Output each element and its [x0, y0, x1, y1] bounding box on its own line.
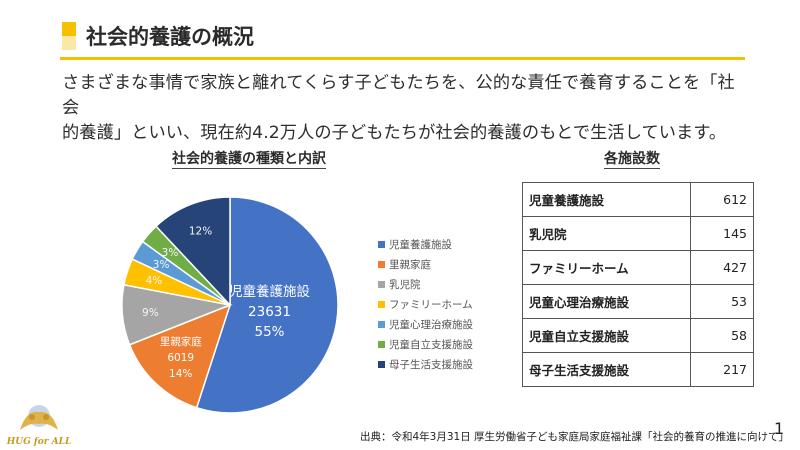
- facility-name: 母子生活支援施設: [522, 352, 691, 387]
- facility-count: 145: [690, 216, 754, 251]
- facility-name: 児童自立支援施設: [522, 318, 691, 353]
- pie-slice-2-label: 14%: [169, 368, 192, 380]
- legend-item-3: 乳児院: [378, 274, 473, 294]
- legend-item-7: 母子生活支援施設: [378, 354, 473, 374]
- legend-swatch: [378, 360, 385, 368]
- legend-label: 乳児院: [389, 278, 421, 291]
- pie-slice-6-label: 3%: [162, 247, 179, 259]
- legend-label: 児童心理治療施設: [389, 318, 473, 331]
- intro-text: さまざまな事情で家族と離れてくらす子どもたちを、公的な責任で養育することを「社会…: [62, 71, 752, 146]
- legend-swatch: [378, 240, 385, 248]
- page-number: 1: [774, 419, 785, 438]
- legend-label: 児童養護施設: [389, 238, 452, 251]
- pie-slice-2: [128, 303, 232, 409]
- pie-slice-2-label: 6019: [167, 352, 194, 364]
- legend-label: ファミリーホーム: [389, 298, 473, 311]
- svg-text:HUG for ALL: HUG for ALL: [6, 437, 72, 447]
- legend-label: 母子生活支援施設: [389, 358, 473, 371]
- legend-item-1: 児童養護施設: [378, 234, 473, 254]
- pie-slice-1-label: 児童養護施設: [229, 283, 310, 300]
- pie-slice-7-label: 12%: [189, 225, 212, 237]
- legend-item-6: 児童自立支援施設: [378, 334, 473, 354]
- facility-name: 児童養護施設: [522, 182, 691, 217]
- pie-legend: 児童養護施設 里親家庭乳児院ファミリーホーム 児童心理治療施設 児童自立支援施設 母子生…: [378, 234, 473, 374]
- title-divider: [60, 57, 745, 60]
- pie-slice-1: [195, 196, 339, 414]
- table-row: 児童自立支援施設 58: [522, 318, 754, 353]
- hug-for-all-logo: HUG for ALL: [6, 405, 72, 447]
- legend-item-5: 児童心理治療施設: [378, 314, 473, 334]
- legend-label: 里親家庭: [389, 258, 431, 271]
- pie-chart: 児童養護施設 23631 55% 里親家庭 6019 14% 9% 4% 3%3% 12%: [121, 196, 339, 414]
- facility-count: 58: [690, 318, 754, 353]
- pie-slice-7: [155, 196, 231, 307]
- intro-line-1: さまざまな事情で家族と離れてくらす子どもたちを、公的な責任で養育することを「社会: [62, 73, 735, 118]
- pie-slice-1-label: 55%: [254, 324, 284, 340]
- table-row: ファミリーホーム 427: [522, 250, 754, 285]
- facility-name: 乳児院: [522, 216, 691, 251]
- legend-label: 児童自立支援施設: [389, 338, 473, 351]
- title-accent-mark: [62, 22, 76, 50]
- legend-swatch: [378, 280, 385, 288]
- pie-slice-5-label: 3%: [153, 259, 170, 271]
- page-title: 社会的養護の概況: [86, 25, 254, 49]
- facility-name: 児童心理治療施設: [522, 284, 691, 319]
- table-row: 乳児院 145: [522, 216, 754, 251]
- legend-swatch: [378, 340, 385, 348]
- source-citation: 出典：令和4年3月31日 厚生労働省子ども家庭局家庭福祉課「社会的養育の推進に向…: [360, 431, 790, 443]
- pie-slice-3-label: 9%: [142, 307, 159, 319]
- pie-chart-title: 社会的養護の種類と内訳: [172, 151, 326, 169]
- table-row: 児童心理治療施設 53: [522, 284, 754, 319]
- facility-count: 53: [690, 284, 754, 319]
- table-row: 児童養護施設 612: [522, 182, 754, 217]
- legend-swatch: [378, 300, 385, 308]
- table-row: 母子生活支援施設 217: [522, 352, 754, 387]
- facility-count: 217: [690, 352, 754, 387]
- intro-line-2: 的養護」といい、現在約4.2万人の子どもたちが社会的養護のもとで生活しています。: [62, 123, 727, 143]
- legend-item-2: 里親家庭: [378, 254, 473, 274]
- pie-slice-1-label: 23631: [248, 304, 291, 320]
- legend-swatch: [378, 320, 385, 328]
- facility-count-table: 児童養護施設 612 乳児院 145 ファミリーホーム 427 児童心理治療施設 53 児童自立…: [522, 182, 754, 387]
- facility-count: 612: [690, 182, 754, 217]
- facility-table-title: 各施設数: [604, 151, 660, 169]
- facility-name: ファミリーホーム: [522, 250, 691, 285]
- legend-swatch: [378, 260, 385, 268]
- legend-item-4: ファミリーホーム: [378, 294, 473, 314]
- facility-count: 427: [690, 250, 754, 285]
- pie-slice-2-label: 里親家庭: [160, 335, 202, 348]
- pie-slice-4-label: 4%: [146, 275, 163, 287]
